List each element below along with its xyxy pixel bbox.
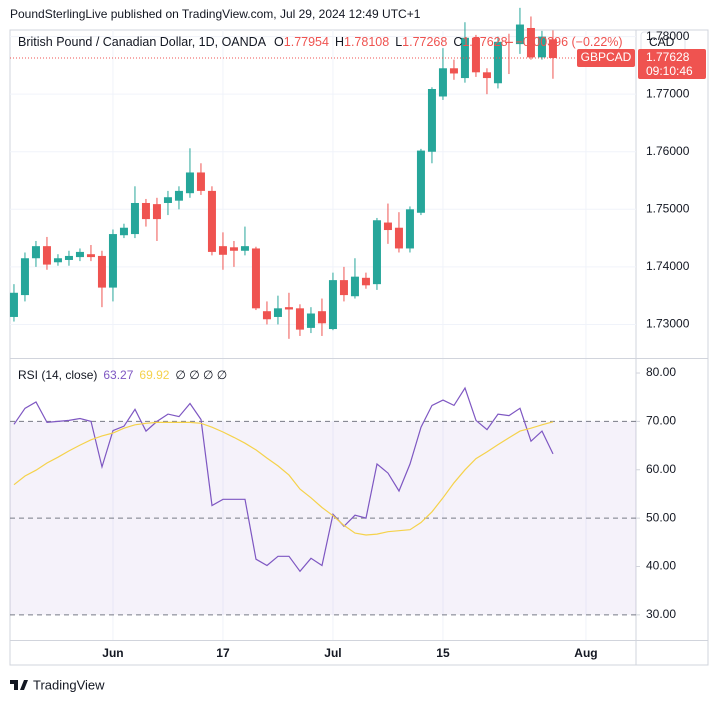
x-tick-label: Jul: [324, 646, 341, 660]
countdown: 09:10:46: [646, 64, 693, 78]
brand: TradingView: [33, 677, 105, 692]
y-tick-label: 1.75000: [646, 201, 690, 215]
candle-body: [361, 277, 370, 286]
candle-body: [53, 258, 62, 263]
y-tick-label: 60.00: [646, 462, 676, 476]
last-price: 1.77628: [646, 50, 690, 64]
footer-logo: TradingView: [10, 677, 105, 692]
ohlc-value: 1.78108: [344, 35, 389, 49]
candle-body: [75, 251, 84, 258]
ohlc-value: 1.77268: [402, 35, 447, 49]
candle-body: [493, 41, 502, 84]
y-tick-label: 80.00: [646, 365, 676, 379]
candle-body: [185, 172, 194, 194]
legend-line: British Pound / Canadian Dollar, 1D, OAN…: [18, 35, 623, 49]
candle-body: [504, 41, 513, 43]
candle-body: [119, 227, 128, 236]
ohlc-prefix: C: [453, 35, 462, 49]
candle-body: [350, 276, 359, 297]
y-tick-label: 1.78000: [646, 29, 690, 43]
candle-body: [405, 209, 414, 249]
candle-body: [64, 255, 73, 260]
publisher: PoundSterlingLive published on TradingVi…: [10, 7, 421, 21]
candle-body: [218, 246, 227, 255]
hidden-inputs: ∅ ∅ ∅ ∅: [175, 368, 227, 382]
ohlc-prefix: O: [274, 35, 284, 49]
chart-title: British Pound / Canadian Dollar, 1D, OAN…: [18, 35, 267, 49]
y-tick-label: 50.00: [646, 510, 676, 524]
change: −0.00396 (−0.22%): [516, 35, 623, 49]
candle-body: [460, 37, 469, 79]
currency[interactable]: CAD: [649, 35, 675, 49]
candle-body: [240, 246, 249, 251]
candle-body: [482, 72, 491, 79]
frame: [9, 29, 709, 666]
candle-body: [284, 307, 293, 310]
y-tick-label: 1.74000: [646, 259, 690, 273]
candle-body: [31, 246, 40, 259]
candle-body: [229, 247, 238, 251]
rsi-line: [13, 386, 554, 573]
indicator-value: 69.92: [139, 368, 169, 382]
symbol-label-box: [577, 49, 635, 68]
x-tick-label: Jun: [102, 646, 123, 660]
y-tick-label: 30.00: [646, 607, 676, 621]
candle-body: [427, 89, 436, 152]
candle-body: [328, 280, 337, 330]
ohlc-prefix: H: [335, 35, 344, 49]
candle-body: [130, 202, 139, 235]
y-tick-label: 40.00: [646, 559, 676, 573]
candle-body: [537, 36, 546, 58]
x-tick-label: 17: [216, 646, 230, 660]
y-tick-label: 1.76000: [646, 144, 690, 158]
candle-body: [174, 190, 183, 201]
candle-body: [141, 202, 150, 220]
y-tick-label: 1.77000: [646, 86, 690, 100]
candle-body: [163, 197, 172, 203]
candle-body: [548, 39, 557, 59]
ohlc-prefix: L: [395, 35, 402, 49]
candle-body: [306, 313, 315, 328]
symbol-label: GBPCAD: [581, 50, 632, 64]
candle-body: [152, 204, 161, 220]
candle-body: [262, 311, 271, 320]
candle-body: [196, 172, 205, 191]
ohlc-value: 1.77628: [462, 35, 507, 49]
candle-body: [207, 190, 216, 252]
candle-body: [471, 37, 480, 73]
y-tick-label: 1.73000: [646, 317, 690, 331]
candle-body: [42, 246, 51, 265]
candle-body: [273, 308, 282, 317]
candle-body: [438, 68, 447, 97]
candle-body: [251, 248, 260, 309]
candle-body: [9, 292, 18, 317]
candle-body: [394, 227, 403, 249]
candle-body: [295, 308, 304, 330]
x-tick-label: Aug: [574, 646, 597, 660]
candle-body: [339, 280, 348, 296]
x-tick-label: 15: [436, 646, 450, 660]
candle-body: [416, 150, 425, 213]
candle-body: [526, 27, 535, 58]
y-tick-label: 70.00: [646, 414, 676, 428]
candle-body: [383, 222, 392, 231]
rsi-band-fill: [10, 421, 636, 615]
candle-body: [515, 24, 524, 45]
candle-body: [372, 220, 381, 285]
candle-body: [449, 68, 458, 74]
ohlc-value: 1.77954: [284, 35, 329, 49]
legend-line: RSI (14, close) 63.27 69.92 ∅ ∅ ∅ ∅: [18, 368, 227, 382]
indicator-title: RSI (14, close): [18, 368, 97, 382]
candle-body: [317, 311, 326, 324]
candle-body: [97, 255, 106, 288]
candle-body: [86, 254, 95, 258]
candle-body: [108, 234, 117, 288]
indicator-value: 63.27: [103, 368, 133, 382]
rsi-line: [13, 421, 554, 536]
candle-body: [20, 258, 29, 296]
price-label-box: [638, 49, 706, 80]
